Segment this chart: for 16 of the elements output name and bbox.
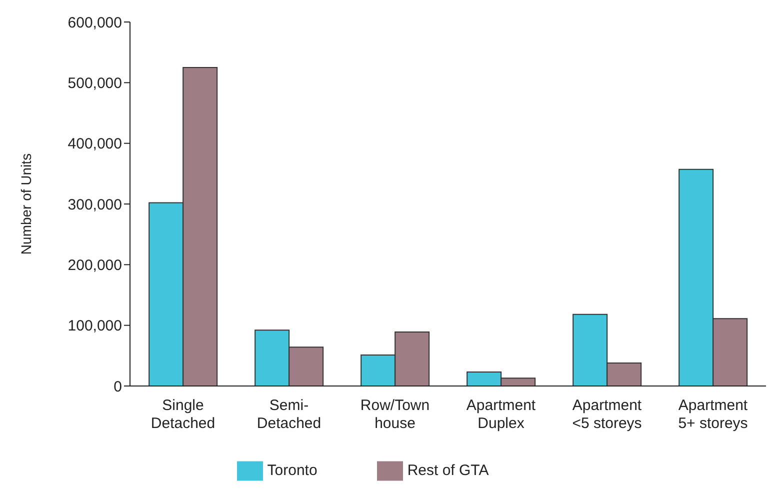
y-tick-label: 400,000 bbox=[68, 136, 122, 153]
y-axis-title: Number of Units bbox=[18, 153, 34, 255]
y-tick-label: 0 bbox=[114, 378, 122, 396]
y-tick-label: 300,000 bbox=[68, 196, 122, 214]
y-tick-label: 600,000 bbox=[68, 14, 122, 32]
legend-label: Rest of GTA bbox=[407, 462, 489, 479]
y-tick-label: 500,000 bbox=[68, 74, 122, 92]
x-tick-label: Apartment <5 storeys bbox=[572, 397, 642, 432]
legend-label: Toronto bbox=[267, 462, 318, 479]
x-tick-label: Apartment 5+ storeys bbox=[678, 397, 748, 432]
x-tick-label: Semi- Detached bbox=[256, 397, 322, 432]
y-tick-label: 100,000 bbox=[68, 318, 122, 335]
x-tick-label: Apartment Duplex bbox=[466, 397, 536, 432]
x-tick-label: Row/Town house bbox=[360, 397, 430, 432]
y-tick-label: 200,000 bbox=[68, 256, 122, 274]
x-tick-label: Single Detached bbox=[150, 397, 216, 432]
